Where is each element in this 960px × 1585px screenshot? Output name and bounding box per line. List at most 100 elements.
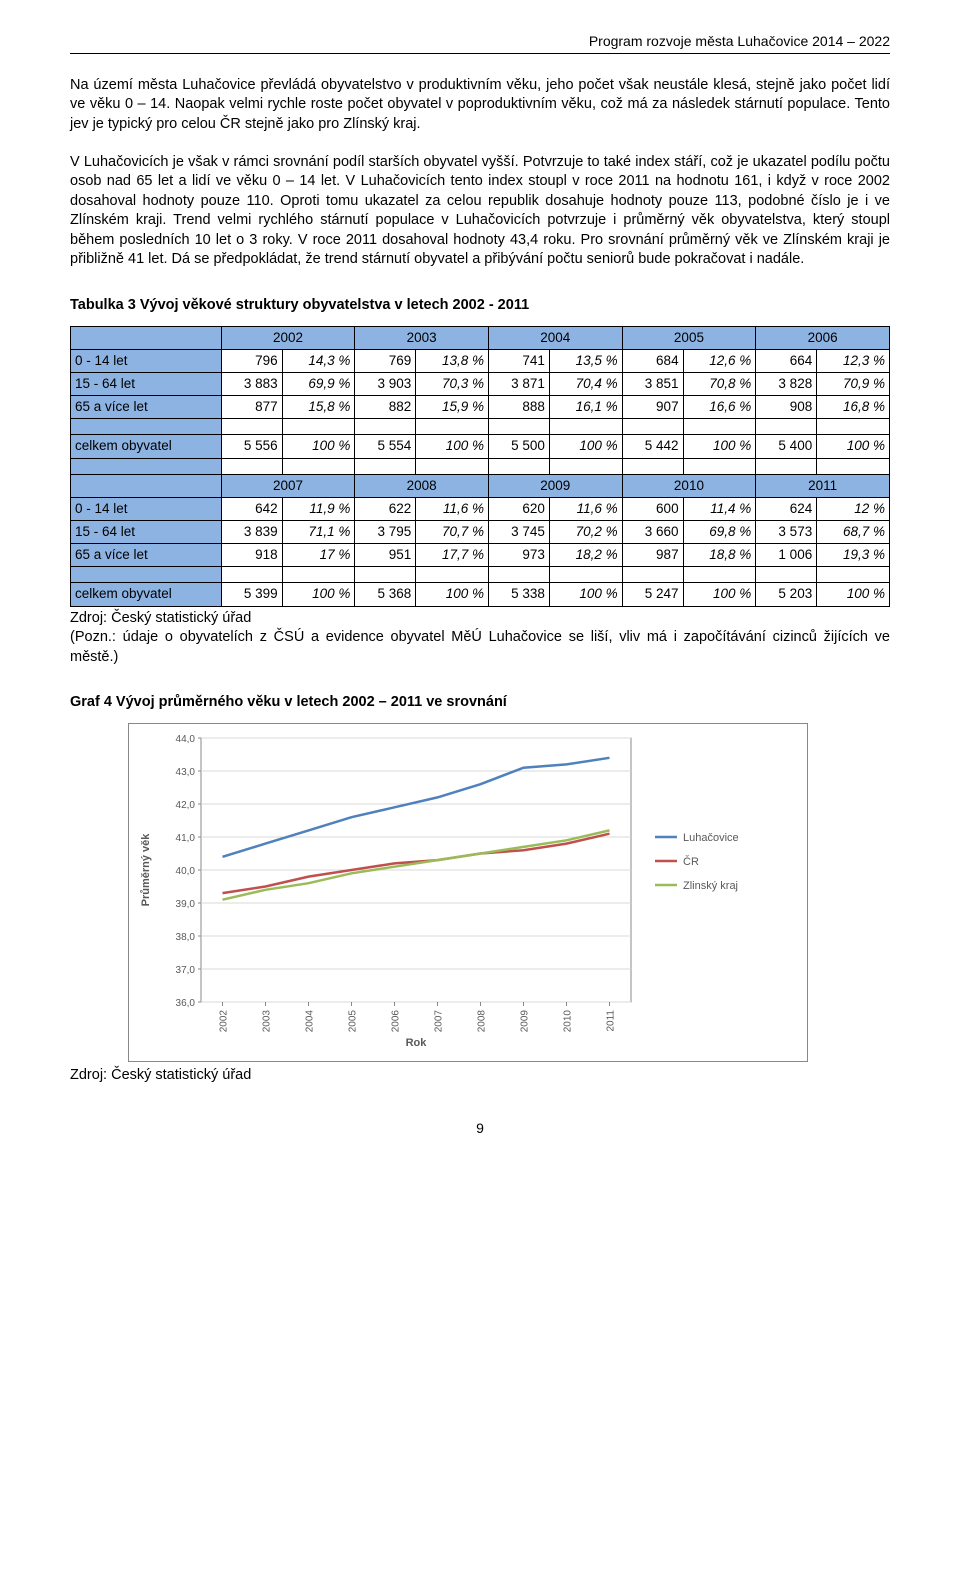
table-cell: 3 573 — [756, 521, 817, 544]
table-cell-pct: 16,1 % — [549, 396, 622, 419]
table-cell-pct: 68,7 % — [817, 521, 890, 544]
chart-title: Graf 4 Vývoj průměrného věku v letech 20… — [70, 693, 890, 713]
table-cell: 3 660 — [622, 521, 683, 544]
x-axis-label: Rok — [406, 1037, 428, 1049]
table-cell-pct: 18,2 % — [549, 544, 622, 567]
legend-label: Luhačovice — [683, 832, 739, 844]
xtick-label: 2008 — [477, 1010, 488, 1033]
page-header: Program rozvoje města Luhačovice 2014 – … — [70, 32, 890, 54]
page-number: 9 — [70, 1119, 890, 1138]
table-year-header: 2006 — [756, 326, 890, 349]
table-cell: 907 — [622, 396, 683, 419]
xtick-label: 2010 — [563, 1010, 574, 1033]
table-total-pct: 100 % — [549, 435, 622, 458]
table-cell-pct: 17 % — [282, 544, 355, 567]
ytick-label: 39,0 — [176, 899, 196, 910]
table-year-header: 2007 — [221, 474, 355, 497]
table-cell: 908 — [756, 396, 817, 419]
table-total-pct: 100 % — [683, 435, 756, 458]
ytick-label: 37,0 — [176, 965, 196, 976]
table-cell: 882 — [355, 396, 416, 419]
ytick-label: 42,0 — [176, 800, 196, 811]
table-cell-pct: 13,8 % — [416, 349, 489, 372]
table-cell-pct: 12 % — [817, 497, 890, 520]
xtick-label: 2006 — [391, 1010, 402, 1033]
table-title: Tabulka 3 Vývoj věkové struktury obyvate… — [70, 296, 890, 316]
table-year-header: 2005 — [622, 326, 756, 349]
table-cell: 796 — [221, 349, 282, 372]
table-row-label: 15 - 64 let — [71, 521, 222, 544]
table-cell: 684 — [622, 349, 683, 372]
table-cell-pct: 69,8 % — [683, 521, 756, 544]
table-year-header: 2011 — [756, 474, 890, 497]
paragraph-2: V Luhačovicích je však v rámci srovnání … — [70, 153, 890, 270]
table-cell-pct: 15,8 % — [282, 396, 355, 419]
table-cell-pct: 71,1 % — [282, 521, 355, 544]
table-cell-pct: 11,9 % — [282, 497, 355, 520]
ytick-label: 36,0 — [176, 998, 196, 1009]
xtick-label: 2004 — [305, 1010, 316, 1033]
table-total-cell: 5 203 — [756, 583, 817, 606]
table-cell-pct: 16,6 % — [683, 396, 756, 419]
table-total-pct: 100 % — [683, 583, 756, 606]
table-row-label: 0 - 14 let — [71, 349, 222, 372]
paragraph-1: Na území města Luhačovice převládá obyva… — [70, 76, 890, 135]
table-total-pct: 100 % — [416, 435, 489, 458]
table-cell-pct: 11,4 % — [683, 497, 756, 520]
avg-age-chart: 36,037,038,039,040,041,042,043,044,02002… — [128, 723, 808, 1062]
table-cell-pct: 70,7 % — [416, 521, 489, 544]
chart-source: Zdroj: Český statistický úřad — [70, 1066, 890, 1086]
table-cell: 642 — [221, 497, 282, 520]
table-cell: 624 — [756, 497, 817, 520]
table-cell-pct: 13,5 % — [549, 349, 622, 372]
table-cell: 3 745 — [488, 521, 549, 544]
table-year-header: 2002 — [221, 326, 355, 349]
table-year-header: 2010 — [622, 474, 756, 497]
table-total-label: celkem obyvatel — [71, 583, 222, 606]
table-cell: 3 839 — [221, 521, 282, 544]
table-cell: 877 — [221, 396, 282, 419]
table-cell-pct: 11,6 % — [549, 497, 622, 520]
table-cell: 1 006 — [756, 544, 817, 567]
legend-label: ČR — [683, 855, 699, 868]
table-corner — [71, 326, 222, 349]
table-row-label: 65 a více let — [71, 544, 222, 567]
table-year-header: 2009 — [488, 474, 622, 497]
xtick-label: 2007 — [434, 1010, 445, 1033]
table-total-label: celkem obyvatel — [71, 435, 222, 458]
ytick-label: 40,0 — [176, 866, 196, 877]
table-cell-pct: 17,7 % — [416, 544, 489, 567]
table-row-label: 65 a více let — [71, 396, 222, 419]
table-row-label: 0 - 14 let — [71, 497, 222, 520]
table-cell: 622 — [355, 497, 416, 520]
table-cell-pct: 70,2 % — [549, 521, 622, 544]
table-total-cell: 5 500 — [488, 435, 549, 458]
table-cell-pct: 70,4 % — [549, 372, 622, 395]
table-cell-pct: 12,3 % — [817, 349, 890, 372]
table-cell-pct: 12,6 % — [683, 349, 756, 372]
table-cell: 973 — [488, 544, 549, 567]
table-cell: 620 — [488, 497, 549, 520]
table-row-label: 15 - 64 let — [71, 372, 222, 395]
table-cell: 741 — [488, 349, 549, 372]
ytick-label: 44,0 — [176, 734, 196, 745]
table-cell: 3 795 — [355, 521, 416, 544]
table-cell-pct: 70,8 % — [683, 372, 756, 395]
legend-label: Zlinský kraj — [683, 880, 738, 892]
table-cell-pct: 18,8 % — [683, 544, 756, 567]
table-total-pct: 100 % — [282, 435, 355, 458]
table-cell-pct: 19,3 % — [817, 544, 890, 567]
ytick-label: 41,0 — [176, 833, 196, 844]
table-total-cell: 5 399 — [221, 583, 282, 606]
table-cell: 918 — [221, 544, 282, 567]
table-total-cell: 5 247 — [622, 583, 683, 606]
table-total-pct: 100 % — [817, 435, 890, 458]
table-year-header: 2003 — [355, 326, 489, 349]
xtick-label: 2011 — [606, 1010, 617, 1032]
table-total-cell: 5 442 — [622, 435, 683, 458]
xtick-label: 2002 — [219, 1010, 230, 1033]
table-cell-pct: 14,3 % — [282, 349, 355, 372]
table-corner — [71, 474, 222, 497]
table-cell: 3 883 — [221, 372, 282, 395]
table-total-pct: 100 % — [416, 583, 489, 606]
